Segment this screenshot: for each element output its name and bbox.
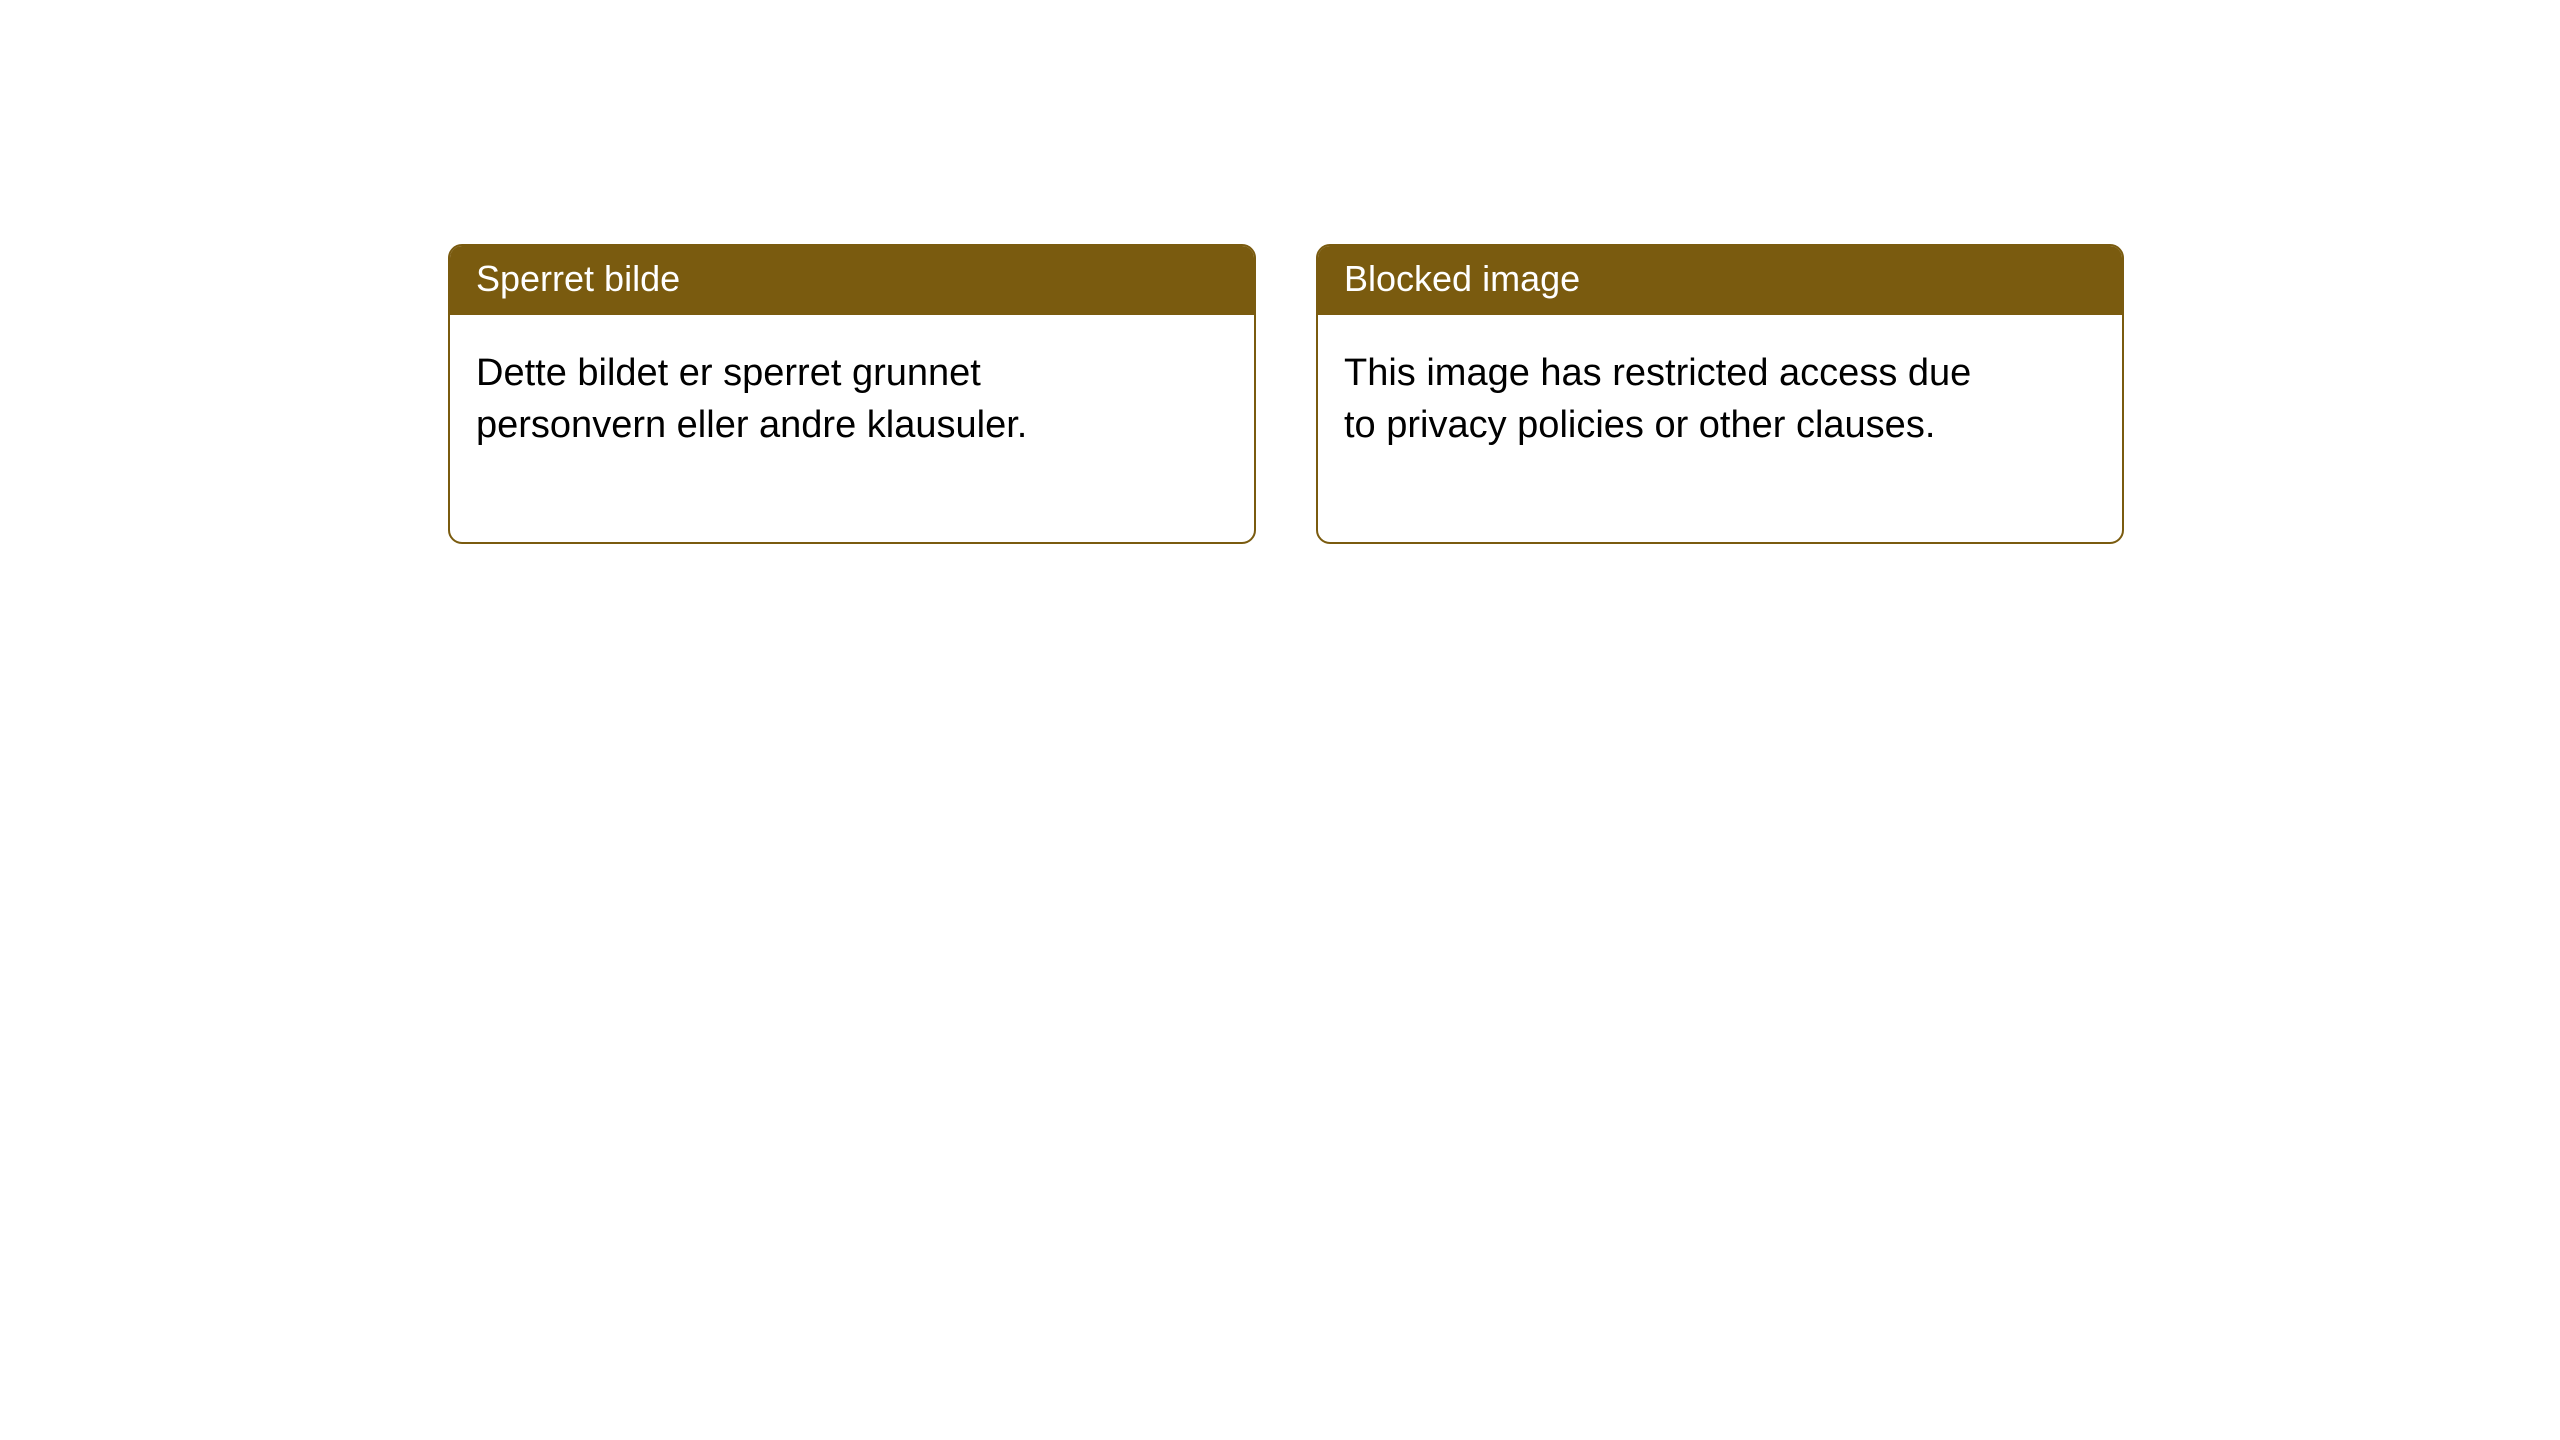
notice-header-no: Sperret bilde [450,246,1254,315]
notice-header-en: Blocked image [1318,246,2122,315]
notices-container: Sperret bilde Dette bildet er sperret gr… [0,0,2560,544]
notice-body-en: This image has restricted access due to … [1318,315,2018,542]
notice-body-no: Dette bildet er sperret grunnet personve… [450,315,1150,542]
notice-card-no: Sperret bilde Dette bildet er sperret gr… [448,244,1256,544]
notice-card-en: Blocked image This image has restricted … [1316,244,2124,544]
